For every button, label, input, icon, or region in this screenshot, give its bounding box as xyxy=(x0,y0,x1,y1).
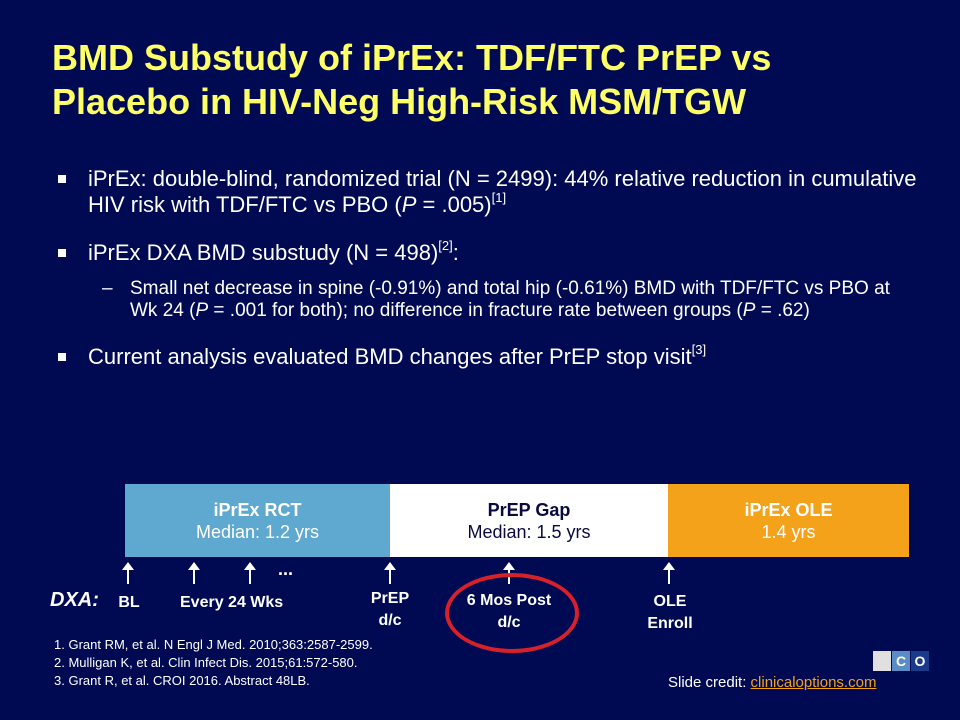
square-bullet-icon xyxy=(58,175,66,183)
label-every-24-wks: Every 24 Wks xyxy=(180,594,284,611)
highlight-circle xyxy=(445,573,579,653)
arrow-up-icon xyxy=(384,562,396,584)
bullet-iprex-trial: iPrEx: double-blind, randomized trial (N… xyxy=(52,166,922,218)
study-timeline: iPrEx RCT Median: 1.2 yrs PrEP Gap Media… xyxy=(125,484,909,557)
reference-2: 2. Mulligan K, et al. Clin Infect Dis. 2… xyxy=(54,655,358,670)
dash-bullet-icon: – xyxy=(102,278,113,299)
credit-link[interactable]: clinicaloptions.com xyxy=(750,674,877,691)
cco-logo: C C O xyxy=(872,651,929,671)
reference-3: 3. Grant R, et al. CROI 2016. Abstract 4… xyxy=(54,673,310,688)
references: 1. Grant RM, et al. N Engl J Med. 2010;3… xyxy=(54,636,373,690)
square-bullet-icon xyxy=(58,353,66,361)
ellipsis: ... xyxy=(278,559,294,579)
square-bullet-icon xyxy=(58,249,66,257)
bullet-dxa-substudy: iPrEx DXA BMD substudy (N = 498)[2]: xyxy=(52,239,922,266)
slide-credit: Slide credit: clinicaloptions.com xyxy=(668,674,877,691)
timeline-segment-ole: iPrEx OLE 1.4 yrs xyxy=(668,484,909,557)
arrow-up-icon xyxy=(663,562,675,584)
timeline-segment-gap: PrEP Gap Median: 1.5 yrs xyxy=(390,484,668,557)
timeline-segment-rct: iPrEx RCT Median: 1.2 yrs xyxy=(125,484,390,557)
arrow-up-icon xyxy=(122,562,134,584)
reference-1: 1. Grant RM, et al. N Engl J Med. 2010;3… xyxy=(54,637,373,652)
label-ole-enroll: OLE Enroll xyxy=(647,593,693,632)
label-bl: BL xyxy=(118,594,140,611)
bullet-current-analysis: Current analysis evaluated BMD changes a… xyxy=(52,343,922,370)
title-line-2: Placebo in HIV-Neg High-Risk MSM/TGW xyxy=(52,81,747,122)
label-prep-dc: PrEP d/c xyxy=(370,590,410,629)
bullet-list: iPrEx: double-blind, randomized trial (N… xyxy=(52,166,922,392)
dxa-label: DXA: xyxy=(50,589,99,611)
sub-bullet-bmd-decrease: – Small net decrease in spine (-0.91%) a… xyxy=(102,278,890,321)
slide-title: BMD Substudy of iPrEx: TDF/FTC PrEP vs P… xyxy=(52,36,932,124)
title-line-1: BMD Substudy of iPrEx: TDF/FTC PrEP vs xyxy=(52,37,772,78)
arrow-up-icon xyxy=(244,562,256,584)
arrow-up-icon xyxy=(188,562,200,584)
